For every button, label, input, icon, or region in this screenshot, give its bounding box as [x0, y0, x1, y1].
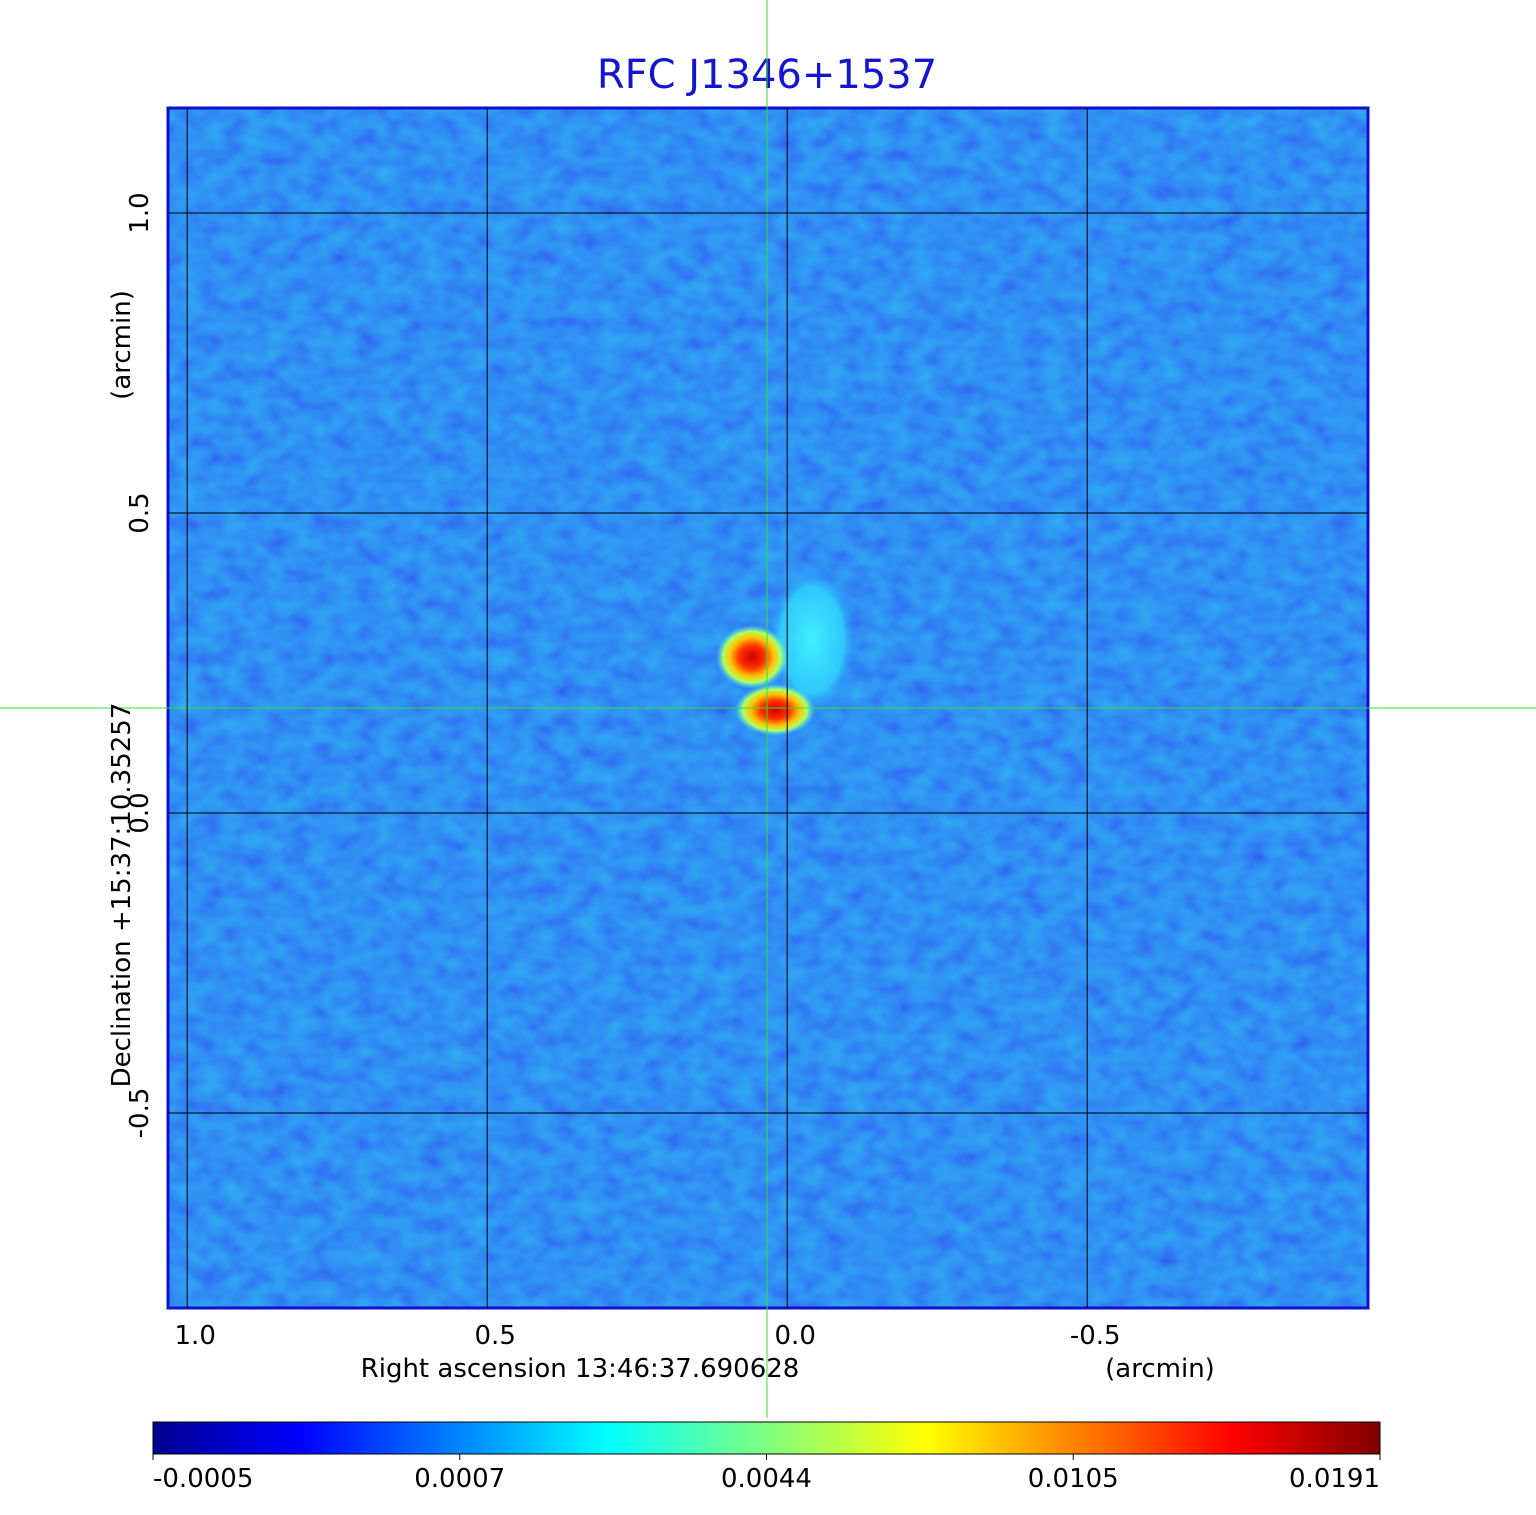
source-halo [767, 565, 857, 715]
colorbar-tick-label: 0.0191 [1289, 1464, 1380, 1494]
y-tick-label: 0.5 [125, 492, 155, 533]
x-tick-label: 1.0 [175, 1321, 216, 1351]
source-core [735, 684, 815, 736]
y-axis-unit: (arcmin) [107, 290, 137, 400]
colorbar [152, 1421, 1381, 1455]
y-axis-label: Declination +15:37:10.35257 [107, 703, 137, 1088]
x-tick-label: 0.0 [775, 1321, 816, 1351]
colorbar-tick-label: 0.0007 [414, 1464, 505, 1494]
x-tick-label: -0.5 [1070, 1321, 1121, 1351]
y-tick-label: 1.0 [125, 192, 155, 233]
colorbar-tick-label: -0.0005 [153, 1464, 253, 1494]
source-core [716, 625, 788, 689]
y-tick-label: 0.0 [125, 792, 155, 833]
x-axis-unit: (arcmin) [1105, 1354, 1215, 1384]
colorbar-tick-label: 0.0105 [1028, 1464, 1119, 1494]
x-tick-label: 0.5 [475, 1321, 516, 1351]
x-axis-label: Right ascension 13:46:37.690628 [361, 1354, 800, 1384]
y-tick-label: -0.5 [125, 1088, 155, 1139]
colorbar-tick-label: 0.0044 [721, 1464, 812, 1494]
